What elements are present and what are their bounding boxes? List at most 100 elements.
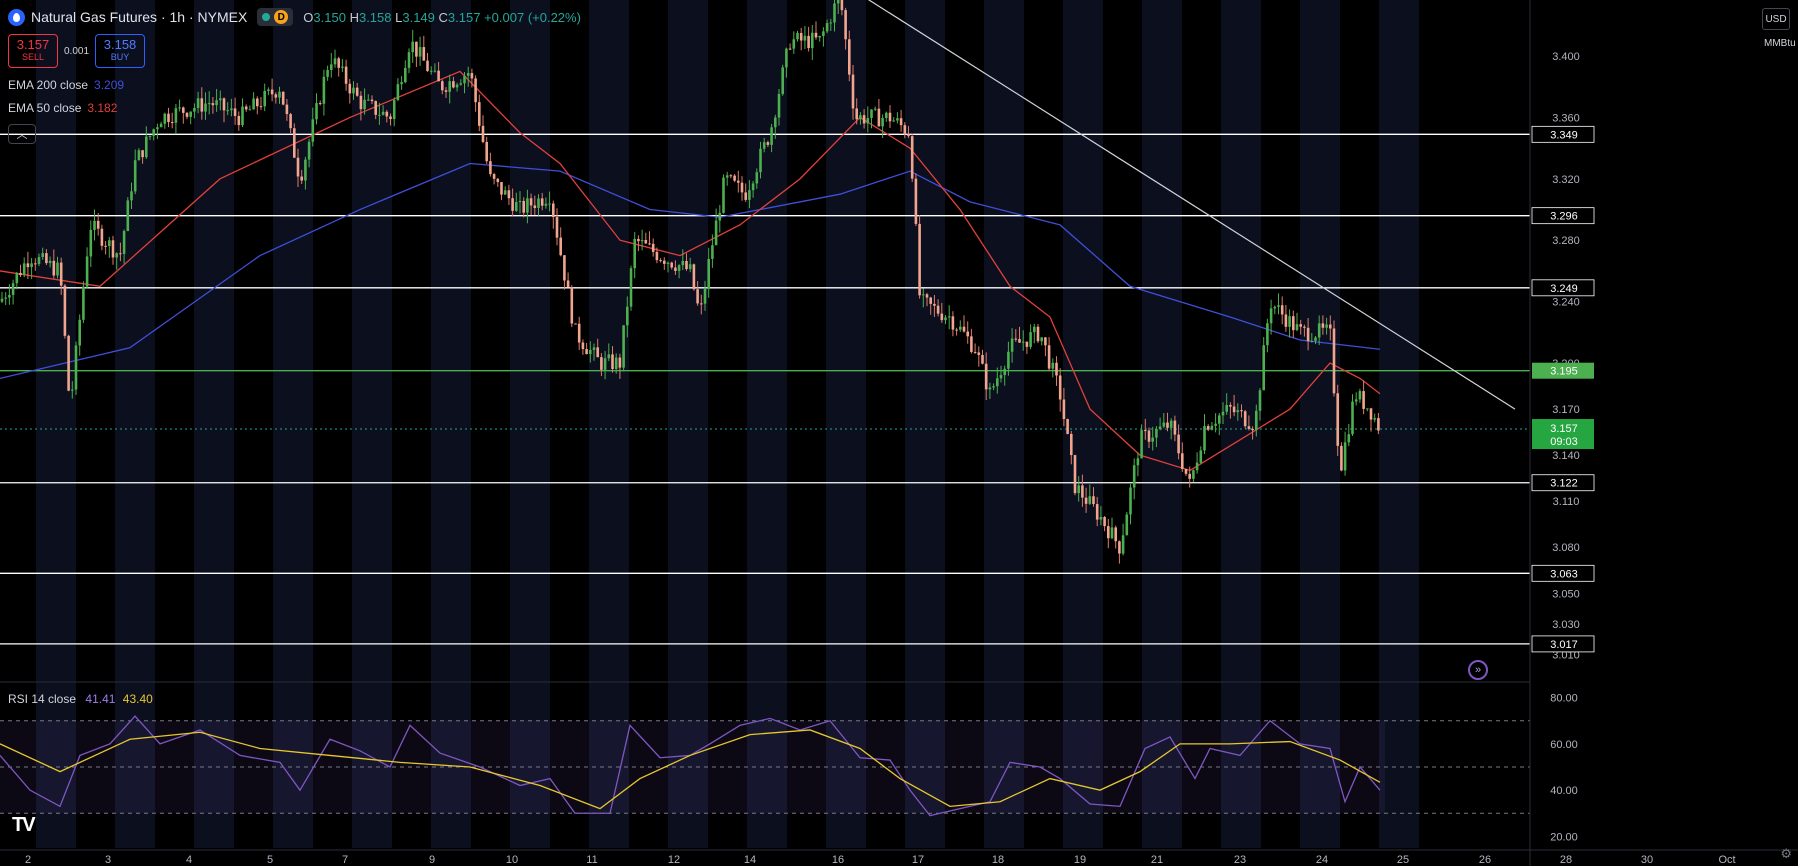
indicator-ema50[interactable]: EMA 50 close 3.182 [8,101,117,115]
candle-body [145,136,148,158]
candle-body [933,303,936,306]
candle-body [988,387,992,390]
indicator-name: EMA 200 close [8,78,89,92]
candle-body [1266,323,1269,346]
candle-body [707,258,710,289]
candles [0,0,1380,564]
candle-body [400,82,403,85]
candle-body [74,345,78,390]
rsi-name: RSI 14 close [8,692,77,706]
candle-body [907,133,910,137]
candle-body [478,102,481,126]
candle-body [0,298,4,302]
candle-body [207,103,211,105]
candle-body [1018,339,1021,343]
candle-body [237,115,241,126]
goto-realtime-icon[interactable]: » [1468,660,1488,680]
candle-body [204,103,207,112]
buy-button[interactable]: 3.158 BUY [95,34,146,68]
candle-body [407,52,411,68]
sell-label: SELL [21,52,45,62]
chevron-up-icon[interactable]: ︿ [8,124,36,144]
session-band [1221,0,1261,848]
candle-body [1107,526,1110,539]
candle-body [389,116,392,120]
candle-body [1354,399,1358,402]
time-tick-label: 7 [342,854,348,866]
candle-body [352,87,355,94]
candle-body [281,91,285,105]
candle-body [1051,362,1055,369]
symbol-title[interactable]: Natural Gas Futures · 1h · NYMEX [31,9,248,25]
rsi-pane [0,681,1530,817]
candle-body [1151,437,1154,442]
candle-body [818,36,821,38]
level-label-box [1531,474,1595,492]
candle-body [296,157,300,177]
candle-body [333,58,337,65]
candle-body [696,289,699,304]
candle-body [1329,324,1332,329]
time-tick-label: 17 [912,854,924,866]
candle-body [1325,324,1328,328]
candle-body [1218,415,1221,424]
candle-body [607,354,611,359]
candle-body [174,108,178,123]
indicator-ema200[interactable]: EMA 200 close 3.209 [8,78,124,92]
candle-body [714,220,718,246]
candle-body [936,305,940,314]
candle-body [1243,411,1247,427]
candle-body [866,117,870,124]
session-band [431,0,471,848]
candle-body [885,112,888,118]
candle-body [1029,332,1032,347]
candle-body [363,99,366,110]
level-label: 3.296 [1550,211,1578,223]
candle-body [385,111,389,117]
tradingview-logo[interactable]: TV [12,814,36,836]
candle-body [1047,345,1051,369]
candle-body [959,326,962,330]
candle-body [381,111,385,115]
session-band [1063,0,1103,848]
candle-body [318,103,322,105]
rsi-legend[interactable]: RSI 14 close 41.41 43.40 [8,692,153,706]
candle-body [404,67,407,83]
currency-button[interactable]: USD [1762,8,1790,30]
candle-body [137,150,141,161]
candle-body [293,128,296,158]
candle-body [1184,468,1188,474]
candle-body [1181,453,1184,469]
market-status[interactable]: D [257,8,294,26]
candle-body [977,352,981,355]
gear-icon[interactable]: ⚙ [1780,846,1792,861]
candle-body [670,262,673,268]
candle-body [1284,314,1288,327]
candle-body [781,67,784,94]
buy-price: 3.158 [103,37,137,52]
candle-body [244,106,248,110]
candle-body [241,106,244,126]
candle-body [411,41,414,53]
unit-label[interactable]: MMBtu [1762,34,1798,52]
candle-body [433,70,437,72]
candle-body [962,326,966,332]
candle-body [755,172,759,184]
candle-body [574,323,577,325]
ohlc-readout: O3.150 H3.158 L3.149 C3.157 +0.007 (+0.2… [303,9,581,25]
candle-body [466,73,470,76]
candle-body [803,35,807,41]
candle-body [1173,420,1177,435]
sell-button[interactable]: 3.157 SELL [8,34,58,68]
price-tick-label: 3.080 [1552,542,1580,554]
candle-body [215,100,218,106]
price-tick-label: 3.010 [1552,650,1580,662]
candle-body [374,101,377,115]
level-label-box [1531,635,1595,653]
candle-body [1114,527,1117,542]
level-label: 3.249 [1550,283,1578,295]
candle-body [522,200,525,213]
session-band [589,0,629,848]
